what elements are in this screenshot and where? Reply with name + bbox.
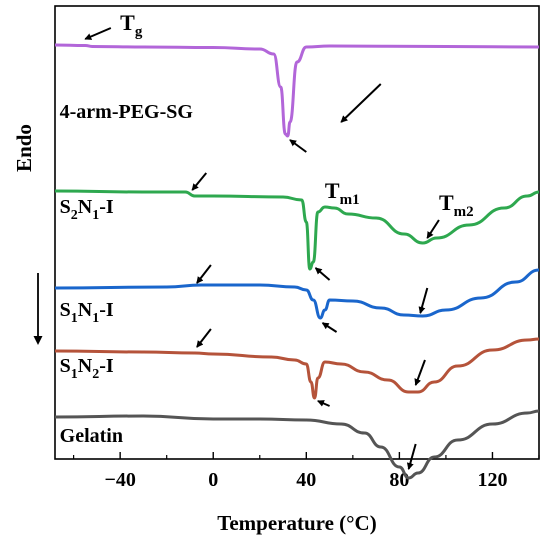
annotation-arrow: [196, 264, 212, 284]
series-line-4: [54, 337, 540, 400]
x-tick-label: 40: [296, 469, 316, 491]
annotation-arrow: [414, 359, 426, 386]
y-axis-label: Endo: [12, 124, 36, 172]
series-label: 4-arm-PEG-SG: [60, 101, 194, 123]
annotation-arrow: [406, 443, 417, 470]
transition-label: Tm2: [439, 190, 474, 220]
annotation-arrow: [84, 27, 112, 40]
annotation-arrow: [317, 400, 330, 407]
x-tick-label: 80: [389, 469, 409, 491]
series-line-2: [54, 189, 540, 271]
series-labels: 4-arm-PEG-SG S2N1-I S1N1-I S1N2-I Gelatin: [60, 101, 194, 447]
annotation-arrow: [321, 322, 338, 333]
x-axis-ticks: −40 0 40 80 120: [73, 452, 540, 491]
annotation-arrow: [191, 172, 208, 191]
transition-labels: Tg Tm1 Tm2: [120, 10, 473, 220]
annotation-arrow: [340, 83, 382, 123]
series-line-1: [54, 43, 540, 138]
series-label: Gelatin: [60, 425, 123, 447]
series-label: S1N2-I: [60, 355, 114, 382]
x-axis-label: Temperature (°C): [217, 511, 376, 535]
series-curves: [54, 43, 540, 480]
series-label: S2N1-I: [60, 196, 114, 223]
annotation-arrow: [418, 287, 429, 314]
x-tick-label: −40: [104, 469, 135, 491]
x-tick-label: 0: [208, 469, 218, 491]
annotation-arrow: [289, 139, 307, 153]
annotation-arrows: [84, 27, 440, 470]
x-tick-label: 120: [477, 469, 507, 491]
series-line-5: [54, 409, 540, 480]
series-label: S1N1-I: [60, 299, 114, 326]
transition-label: Tm1: [325, 178, 360, 208]
annotation-arrow: [426, 219, 440, 239]
annotation-arrow: [314, 267, 331, 281]
annotation-arrow: [196, 328, 212, 348]
plot-frame: [54, 5, 540, 460]
transition-label: Tg: [120, 10, 143, 40]
series-line-3: [54, 268, 540, 320]
